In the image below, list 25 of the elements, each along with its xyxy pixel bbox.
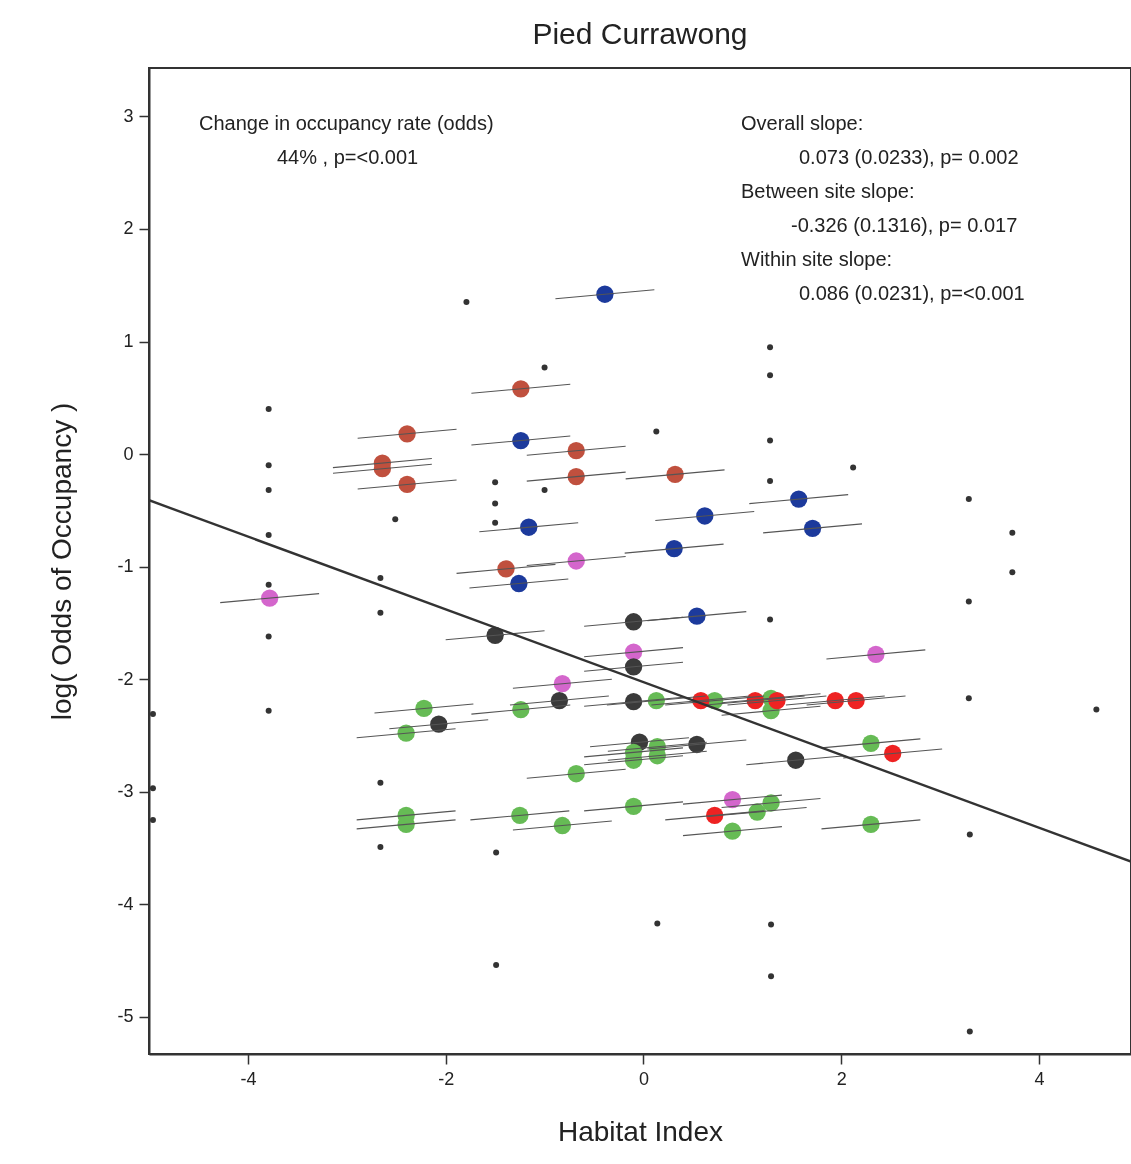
annotation: Overall slope: xyxy=(741,112,864,134)
y-tick-label: -2 xyxy=(117,668,134,689)
y-tick-label: -5 xyxy=(117,1006,134,1027)
annotation: Within site slope: xyxy=(741,248,893,270)
annotation: Change in occupancy rate (odds) xyxy=(199,112,494,134)
x-tick-label: 2 xyxy=(836,1068,847,1089)
x-tick-label: 0 xyxy=(638,1068,649,1089)
annotation: 44% , p=<0.001 xyxy=(277,146,419,168)
x-tick-label: -4 xyxy=(240,1068,257,1089)
y-tick-label: 1 xyxy=(123,331,134,352)
annotation: -0.326 (0.1316), p= 0.017 xyxy=(791,214,1018,236)
x-tick-label: -2 xyxy=(438,1068,455,1089)
y-tick-label: 3 xyxy=(123,105,134,126)
chart-title: Pied Currawong xyxy=(532,17,748,50)
x-axis-title: Habitat Index xyxy=(558,1115,723,1147)
y-tick-label: -4 xyxy=(117,893,134,914)
y-axis-title: log( Odds of Occupancy ) xyxy=(46,402,78,721)
x-tick-label: 4 xyxy=(1034,1068,1045,1089)
annotation: 0.073 (0.0233), p= 0.002 xyxy=(799,146,1019,168)
annotation: Between site slope: xyxy=(741,180,915,202)
y-tick-label: 2 xyxy=(123,218,134,239)
y-tick-label: -3 xyxy=(117,781,134,802)
annotation: 0.086 (0.0231), p=<0.001 xyxy=(799,282,1025,304)
y-tick-label: -1 xyxy=(117,556,134,577)
y-tick-label: 0 xyxy=(123,443,134,464)
